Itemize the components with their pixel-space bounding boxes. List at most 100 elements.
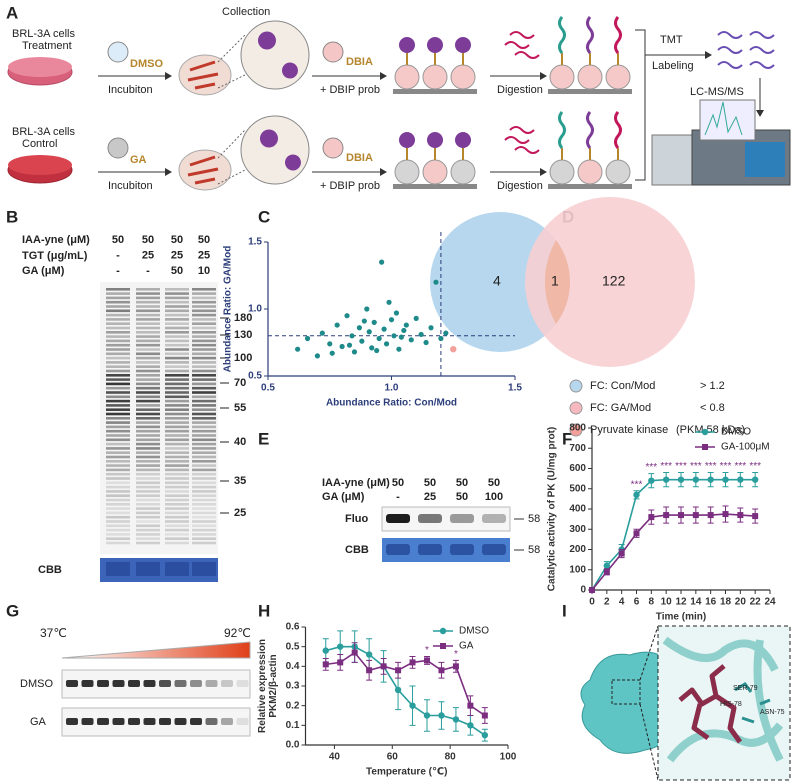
gel-band: [106, 404, 130, 407]
gel-band: [165, 537, 189, 540]
marker: [737, 512, 744, 519]
marker: [603, 562, 611, 569]
gel-band: [192, 537, 216, 540]
arrow: [756, 110, 764, 117]
gel-band: [106, 421, 130, 424]
instrument: [745, 142, 785, 177]
band: [112, 718, 125, 725]
gel-band: [165, 503, 189, 506]
gel-band: [165, 464, 189, 467]
protein: [455, 37, 471, 53]
legend-swatch: [569, 401, 583, 415]
gel-band: [106, 541, 130, 545]
point: [374, 347, 380, 354]
gel-band: [192, 412, 216, 416]
legend-label: FC: GA/Mod: [590, 402, 651, 414]
gel-band: [106, 447, 130, 450]
gel-band: [106, 343, 130, 347]
row-value: 50: [488, 477, 500, 489]
peptide: [586, 111, 594, 149]
gel-band: [136, 434, 160, 437]
y-tick-label: 500: [569, 483, 586, 494]
gel-band: [106, 378, 130, 381]
marker: [707, 476, 714, 483]
row-value: -: [116, 249, 120, 261]
gel-band: [192, 490, 216, 493]
significance: ***: [645, 462, 657, 473]
gradient: [61, 641, 251, 659]
gel-band: [192, 322, 216, 325]
row-label: GA: [30, 716, 47, 728]
band: [97, 680, 109, 687]
significance: ***: [705, 461, 717, 472]
x-tick-label: 60: [387, 752, 399, 763]
gel-band: [165, 468, 189, 472]
gel-band: [165, 447, 189, 450]
panel-label: G: [6, 601, 19, 620]
arrow: [705, 51, 712, 59]
point: [346, 342, 353, 348]
label: Digestion: [497, 180, 543, 192]
gel-band: [165, 455, 189, 459]
gel-band: [136, 425, 160, 429]
point: [334, 322, 340, 328]
plate: [393, 184, 477, 189]
gel-band: [165, 348, 189, 351]
gel-band: [106, 288, 130, 291]
gel-band: [106, 309, 130, 313]
y-tick-label: 700: [569, 443, 586, 454]
x-tick-label: 0.5: [261, 383, 275, 394]
marker-label: 35: [234, 475, 246, 487]
row-value: 25: [424, 491, 436, 503]
gel-band: [192, 503, 216, 506]
significance: ***: [660, 461, 672, 472]
gel-band: [165, 421, 189, 424]
marker: [751, 476, 759, 483]
gel-band: [192, 468, 216, 472]
row-value: 50: [171, 234, 183, 246]
series-line: [325, 651, 486, 717]
gel-band: [106, 335, 130, 338]
legend-label: FC: Con/Mod: [590, 380, 655, 392]
gel-band: [136, 296, 160, 300]
gel-band: [192, 361, 216, 364]
y-tick-label: 600: [569, 463, 586, 474]
gel-band: [106, 438, 130, 442]
monitor: [699, 99, 756, 141]
gel-band: [106, 386, 130, 390]
marker: [394, 686, 402, 694]
point: [327, 341, 333, 347]
cbb-band: [136, 562, 160, 576]
point: [351, 349, 358, 355]
gel-band: [106, 528, 130, 532]
gel-band: [136, 300, 160, 304]
gel-band: [136, 455, 160, 459]
legend-label: GA: [459, 641, 474, 652]
y-tick-label: 0.4: [286, 661, 300, 672]
gel-band: [192, 300, 216, 304]
label: TMT: [660, 34, 683, 46]
point: [329, 350, 335, 356]
marker: [662, 476, 670, 483]
gel-band: [165, 300, 189, 304]
band: [81, 680, 94, 687]
marker: [603, 568, 610, 575]
gel-band: [136, 408, 160, 411]
gel-band: [136, 520, 160, 523]
gel-band: [192, 477, 216, 480]
gel-band: [136, 369, 160, 373]
point: [371, 319, 377, 325]
x-tick-label: 8: [649, 597, 655, 608]
gel-band: [136, 292, 160, 295]
cbb-band: [192, 562, 216, 576]
marker: [678, 512, 684, 519]
gel-band: [165, 339, 189, 343]
cbb-band: [106, 562, 130, 576]
gel-band: [165, 382, 189, 386]
gel-band: [136, 352, 160, 356]
band: [66, 680, 78, 687]
gel-band: [136, 361, 160, 364]
gel-band: [106, 451, 130, 454]
gel-band: [192, 378, 216, 381]
